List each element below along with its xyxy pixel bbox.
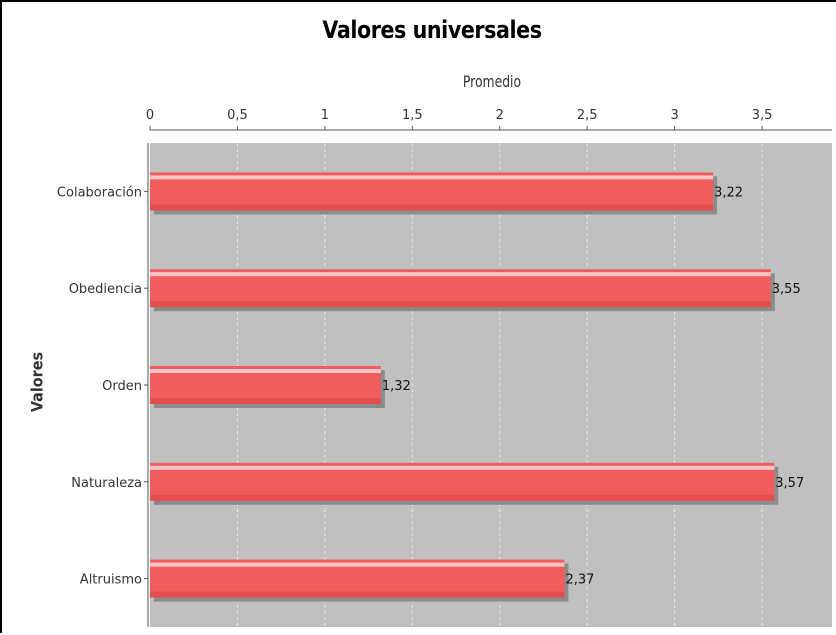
bar-edge	[150, 494, 775, 501]
x-axis-label: Promedio	[462, 72, 522, 91]
bar-edge	[150, 301, 771, 308]
category-label: Orden	[102, 379, 142, 394]
value-label: 2,37	[565, 573, 594, 588]
category-label: Obediencia	[69, 282, 142, 297]
bar-highlight	[150, 175, 714, 180]
bar-edge	[150, 398, 381, 404]
x-tick-label: 1,5	[402, 108, 423, 123]
x-tick-label: 0,5	[227, 108, 248, 123]
value-label: 3,55	[772, 282, 801, 297]
bar-highlight	[150, 562, 565, 567]
bar-edge	[150, 591, 565, 598]
x-tick-label: 2,5	[577, 108, 598, 123]
bar-highlight	[150, 369, 381, 373]
category-label: Altruismo	[80, 573, 142, 588]
value-label: 3,57	[775, 476, 804, 491]
value-label: 3,22	[714, 185, 743, 200]
x-tick-label: 3	[670, 108, 678, 123]
bar-edge	[150, 204, 714, 211]
category-label: Naturaleza	[71, 476, 142, 491]
x-tick-label: 2	[496, 108, 504, 123]
x-tick-label: 3,5	[752, 108, 773, 123]
bar-highlight	[150, 272, 771, 277]
bar-highlight	[150, 465, 775, 470]
chart-title: Valores universales	[322, 16, 542, 44]
value-label: 1,32	[382, 379, 411, 394]
x-tick-label: 0	[146, 108, 154, 123]
category-label: Colaboración	[57, 185, 142, 200]
x-tick-label: 1	[321, 108, 329, 123]
